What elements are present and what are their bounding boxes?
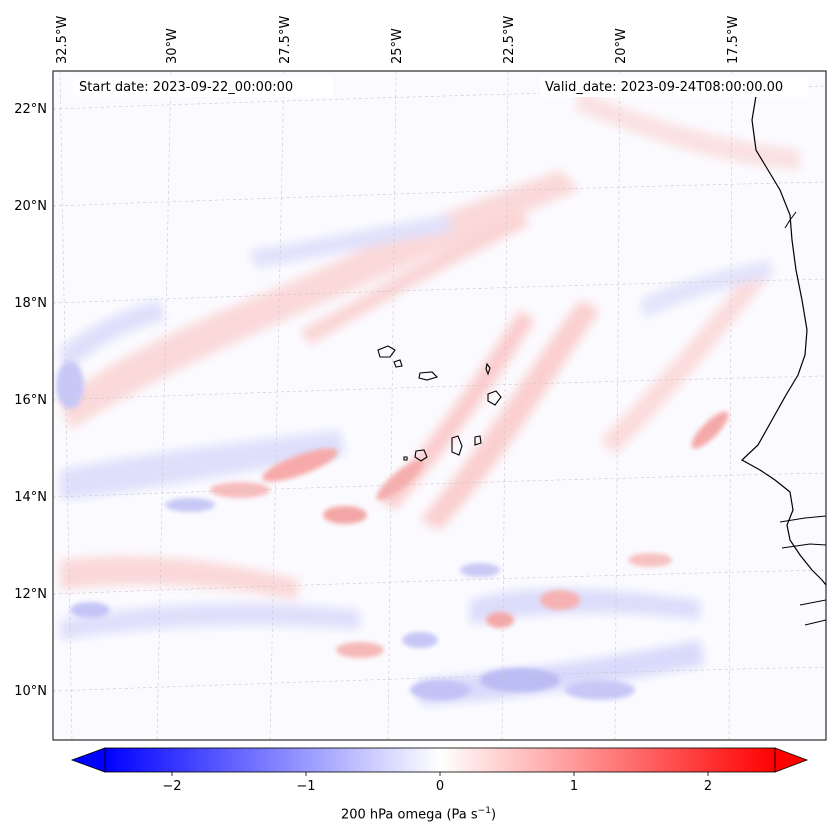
lon-label: 25°W <box>390 28 405 64</box>
colorbar-extend-max <box>774 747 809 773</box>
colorbar-tick-label: −2 <box>162 779 181 794</box>
start-date-label: Start date: 2023-09-22_00:00:00 <box>79 80 293 95</box>
lon-label: 32.5°W <box>55 16 70 64</box>
lat-label: 16°N <box>14 393 47 408</box>
colorbar-tick-label: −1 <box>296 779 315 794</box>
lat-label: 12°N <box>14 587 47 602</box>
longitude-labels: 32.5°W 30°W 27.5°W 25°W 22.5°W 20°W 17.5… <box>55 16 741 64</box>
lon-label: 22.5°W <box>502 16 517 64</box>
colorbar: −2 −1 0 1 2 <box>70 747 809 794</box>
valid-date-box <box>540 77 808 97</box>
lon-label: 17.5°W <box>726 16 741 64</box>
lat-label: 18°N <box>14 296 47 311</box>
colorbar-body <box>104 747 776 773</box>
lat-label: 22°N <box>14 102 47 117</box>
map-panel: Start date: 2023-09-22_00:00:00 Valid_da… <box>52 70 827 741</box>
colorbar-extend-min <box>70 747 106 773</box>
lon-label: 30°W <box>165 28 180 64</box>
valid-date-label: Valid_date: 2023-09-24T08:00:00.00 <box>545 80 783 95</box>
map-background <box>53 71 826 740</box>
start-date-box <box>73 77 333 97</box>
lat-label: 14°N <box>14 490 47 505</box>
map-frame <box>52 70 827 741</box>
lon-label: 20°W <box>614 28 629 64</box>
lon-label: 27.5°W <box>278 16 293 64</box>
latitude-labels: 22°N 20°N 18°N 16°N 14°N 12°N 10°N <box>14 102 47 699</box>
colorbar-tick-label: 0 <box>436 779 444 794</box>
colorbar-tick-label: 2 <box>704 779 712 794</box>
colorbar-label: 200 hPa omega (Pa s−1) <box>340 806 497 823</box>
omega-field <box>53 71 826 740</box>
colorbar-tick-label: 1 <box>570 779 578 794</box>
lat-label: 10°N <box>14 684 47 699</box>
cape-verde-islands <box>377 345 502 462</box>
coastline-africa <box>740 89 826 586</box>
lat-label: 20°N <box>14 199 47 214</box>
